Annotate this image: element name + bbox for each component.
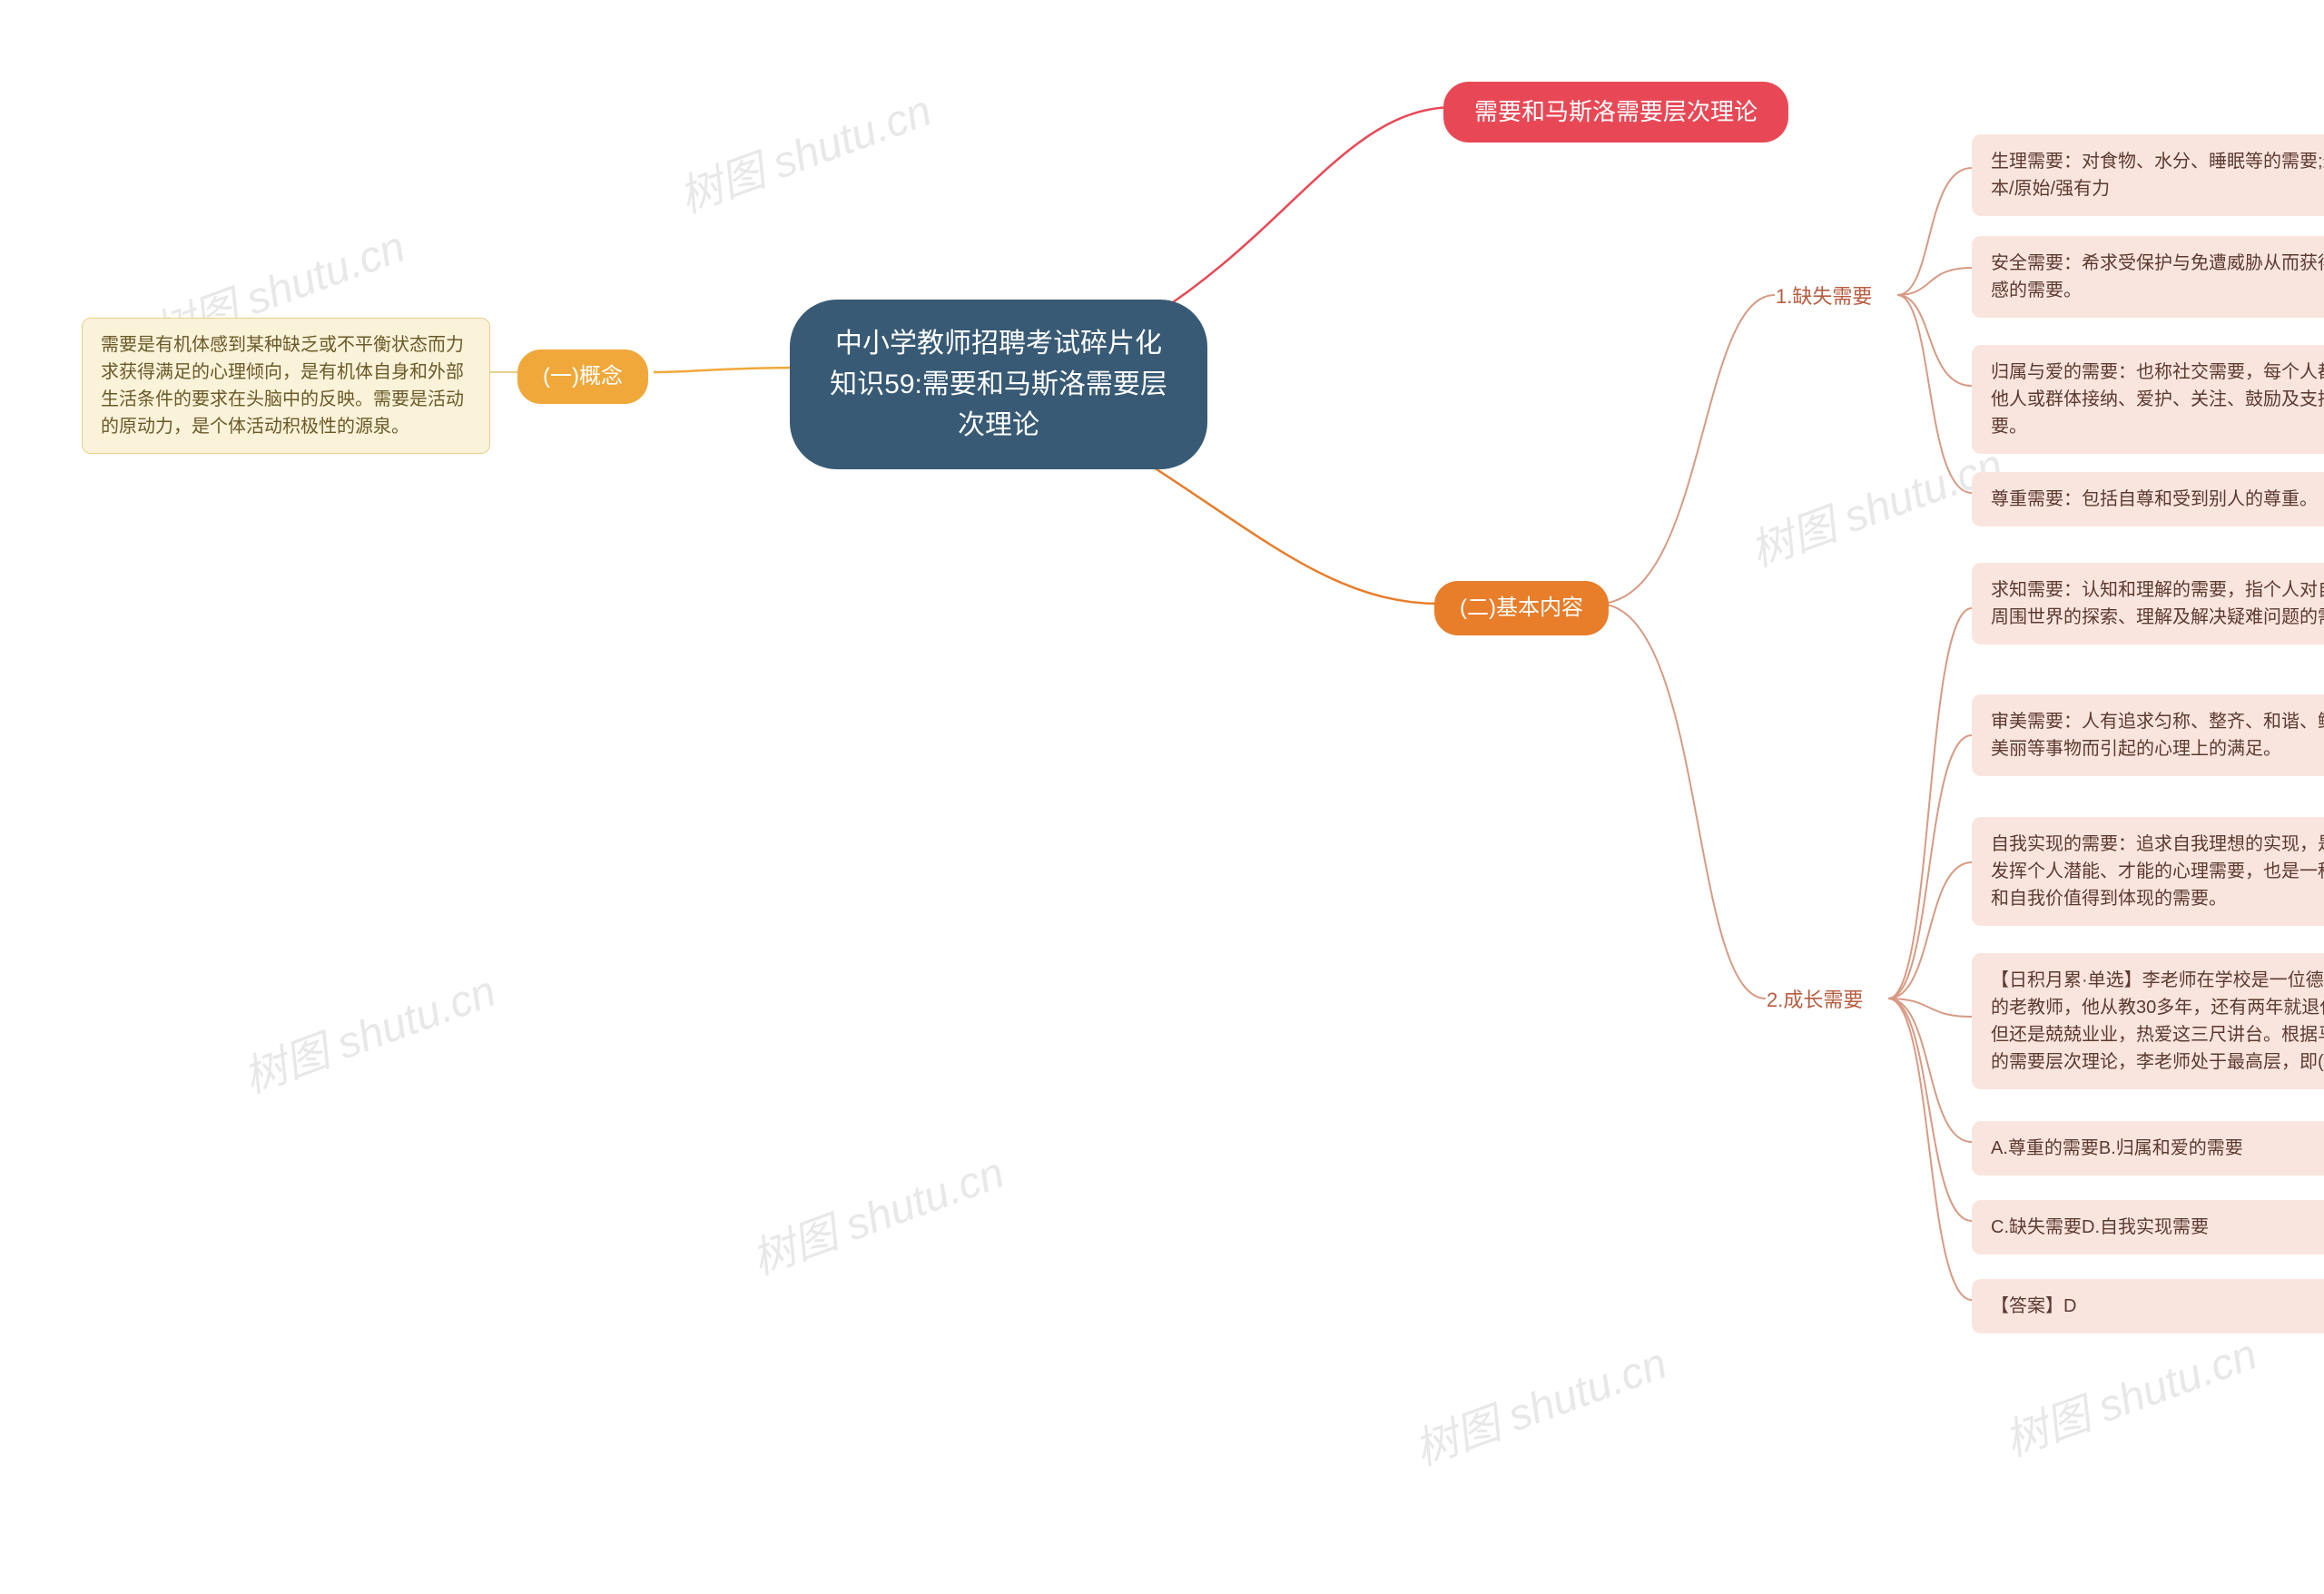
watermark: 树图 shutu.cn [1994, 1318, 2264, 1468]
def-item-0: 生理需要：对食物、水分、睡眠等的需要;最基本/原始/强有力 [1972, 134, 2324, 216]
grow-item-2: 自我实现的需要：追求自我理想的实现，是充分发挥个人潜能、才能的心理需要，也是一种… [1972, 817, 2324, 926]
branch-growth[interactable]: 2.成长需要 [1761, 976, 1868, 1024]
grow-item-5: C.缺失需要D.自我实现需要 [1972, 1200, 2324, 1255]
grow-item-0: 求知需要：认知和理解的需要，指个人对自身和周围世界的探索、理解及解决疑难问题的需… [1972, 563, 2324, 644]
grow-item-1: 审美需要：人有追求匀称、整齐、和谐、鲜艳、美丽等事物而引起的心理上的满足。 [1972, 694, 2324, 776]
watermark: 树图 shutu.cn [233, 955, 503, 1105]
branch-title-red[interactable]: 需要和马斯洛需要层次理论 [1443, 82, 1788, 143]
watermark: 树图 shutu.cn [1740, 428, 2010, 578]
center-node[interactable]: 中小学教师招聘考试碎片化知识59:需要和马斯洛需要层次理论 [790, 300, 1207, 469]
branch-basic[interactable]: (二)基本内容 [1434, 581, 1609, 635]
watermark: 树图 shutu.cn [742, 1136, 1011, 1286]
watermark: 树图 shutu.cn [1404, 1327, 1674, 1477]
concept-text: 需要是有机体感到某种缺乏或不平衡状态而力求获得满足的心理倾向，是有机体自身和外部… [82, 318, 490, 454]
branch-concept[interactable]: (一)概念 [517, 349, 648, 404]
grow-item-3: 【日积月累·单选】李老师在学校是一位德高望重的老教师，他从教30多年，还有两年就… [1972, 953, 2324, 1089]
grow-item-4: A.尊重的需要B.归属和爱的需要 [1972, 1121, 2324, 1176]
branch-deficiency[interactable]: 1.缺失需要 [1770, 272, 1877, 320]
watermark: 树图 shutu.cn [669, 74, 939, 224]
def-item-3: 尊重需要：包括自尊和受到别人的尊重。 [1972, 472, 2324, 526]
def-item-1: 安全需要：希求受保护与免遭威胁从而获得安全感的需要。 [1972, 236, 2324, 318]
def-item-2: 归属与爱的需要：也称社交需要，每个人都有被他人或群体接纳、爱护、关注、鼓励及支持… [1972, 345, 2324, 454]
grow-item-6: 【答案】D [1972, 1279, 2324, 1333]
